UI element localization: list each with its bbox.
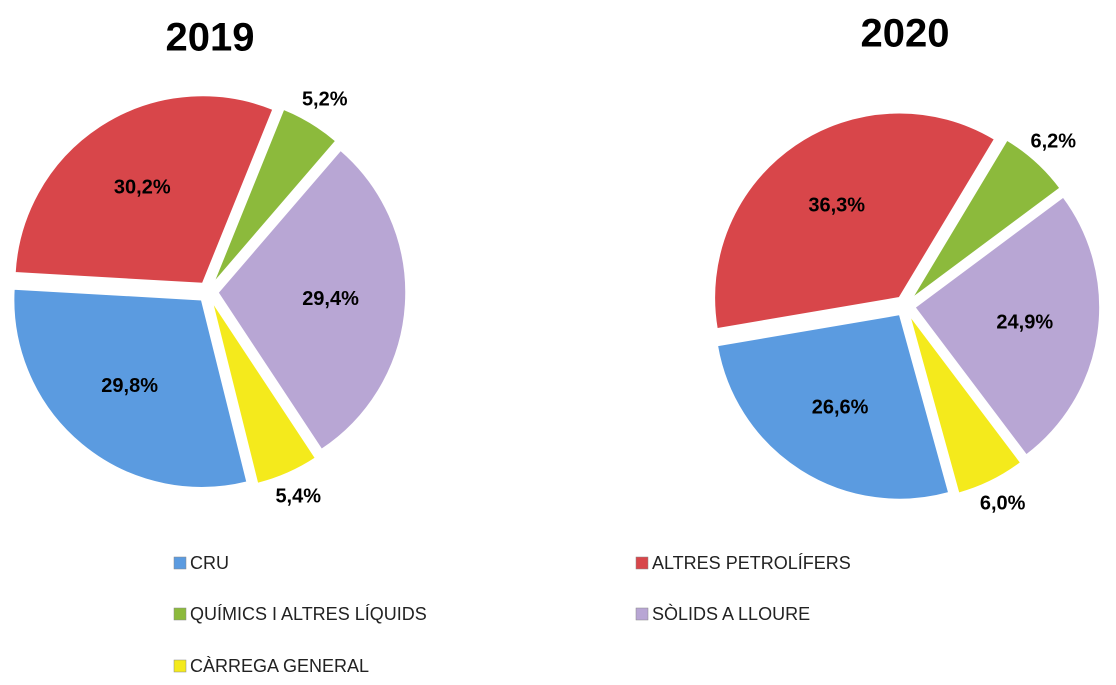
chart-title: 2020	[861, 12, 950, 56]
data-label: 6,2%	[1030, 131, 1076, 153]
data-label: 5,2%	[302, 89, 348, 111]
pie-slice	[908, 314, 1022, 495]
pie-slice	[211, 300, 317, 485]
data-label: 36,3%	[808, 194, 865, 216]
pie-slice	[911, 138, 1062, 300]
legend-label: CRU	[190, 553, 229, 573]
data-label: 26,6%	[812, 396, 869, 418]
pie-slice	[217, 149, 407, 451]
legend-swatch	[173, 556, 187, 570]
data-label: 24,9%	[996, 311, 1053, 333]
data-label: 30,2%	[114, 177, 171, 199]
legend-swatch	[635, 607, 649, 621]
pie-slice	[212, 108, 337, 284]
data-label: 29,4%	[302, 288, 359, 310]
chart-title: 2019	[166, 16, 255, 60]
pie-slice	[14, 94, 275, 285]
legend-label: CÀRREGA GENERAL	[190, 656, 369, 676]
legend-swatch	[173, 607, 187, 621]
legend-label: ALTRES PETROLÍFERS	[652, 553, 851, 573]
legend-label: QUÍMICS I ALTRES LÍQUIDS	[190, 604, 427, 624]
pie-slice	[12, 288, 249, 489]
pie-slice	[913, 195, 1101, 457]
data-label: 5,4%	[275, 486, 321, 508]
legend-swatch	[173, 659, 187, 673]
legend-swatch	[635, 556, 649, 570]
data-label: 29,8%	[101, 375, 158, 397]
legend-label: SÒLIDS A LLOURE	[652, 603, 810, 624]
data-label: 6,0%	[980, 492, 1026, 514]
pie-slice	[716, 313, 950, 501]
pie-slice	[713, 111, 996, 330]
